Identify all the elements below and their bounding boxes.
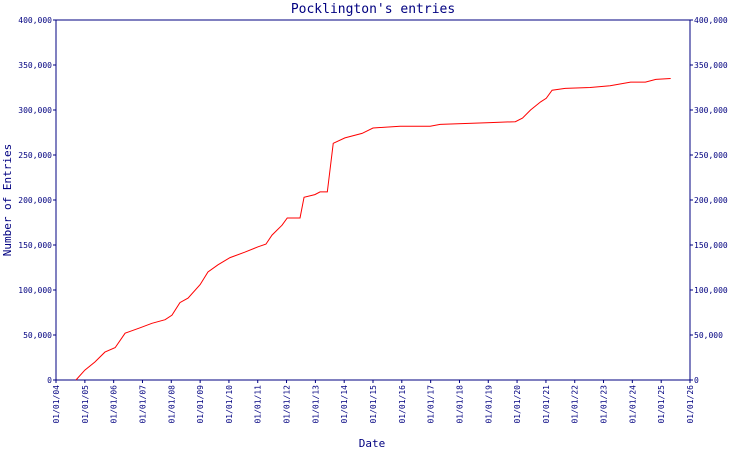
y2-tick-label: 150,000: [694, 241, 728, 250]
x-tick-label: 01/01/21: [542, 385, 551, 424]
x-tick-label: 01/01/12: [283, 385, 292, 424]
y2-tick-label: 400,000: [694, 16, 728, 25]
y-tick-label: 250,000: [18, 151, 52, 160]
y2-tick-label: 100,000: [694, 286, 728, 295]
x-tick-label: 01/01/04: [52, 385, 61, 424]
plot-frame: [55, 19, 691, 381]
y2-tick-label: 350,000: [694, 61, 728, 70]
y-tick-label: 350,000: [18, 61, 52, 70]
x-tick-label: 01/01/24: [628, 385, 637, 424]
chart-title: Pocklington's entries: [291, 2, 455, 17]
x-tick-label: 01/01/16: [398, 385, 407, 424]
x-tick-label: 01/01/26: [686, 385, 695, 424]
y-tick-label: 300,000: [18, 106, 52, 115]
x-tick-label: 01/01/11: [254, 385, 263, 424]
x-tick-label: 01/01/17: [427, 385, 436, 424]
x-axis-title: Date: [359, 437, 386, 450]
y2-tick-label: 0: [694, 376, 699, 385]
x-tick-label: 01/01/13: [311, 385, 320, 424]
x-tick-label: 01/01/20: [513, 385, 522, 424]
y-tick-label: 400,000: [18, 16, 52, 25]
x-tick-label: 01/01/19: [484, 385, 493, 424]
y2-tick-label: 200,000: [694, 196, 728, 205]
x-tick-label: 01/01/15: [369, 385, 378, 424]
y-tick-label: 200,000: [18, 196, 52, 205]
x-tick-label: 01/01/25: [657, 385, 666, 424]
x-tick-label: 01/01/08: [167, 385, 176, 424]
x-tick-label: 01/01/09: [196, 385, 205, 424]
y2-tick-label: 300,000: [694, 106, 728, 115]
y-tick-label: 100,000: [18, 286, 52, 295]
x-tick-label: 01/01/05: [81, 385, 90, 424]
x-tick-label: 01/01/22: [571, 385, 580, 424]
y2-tick-label: 50,000: [694, 331, 723, 340]
x-tick-label: 01/01/06: [110, 385, 119, 424]
y-tick-label: 50,000: [23, 331, 52, 340]
x-tick-label: 01/01/23: [600, 385, 609, 424]
x-tick-label: 01/01/18: [455, 385, 464, 424]
y-tick-label: 150,000: [18, 241, 52, 250]
y2-tick-label: 250,000: [694, 151, 728, 160]
y-tick-label: 0: [47, 376, 52, 385]
y-axis-title: Number of Entries: [1, 144, 14, 257]
x-tick-label: 01/01/10: [225, 385, 234, 424]
x-tick-label: 01/01/14: [340, 385, 349, 424]
data-line: [75, 78, 671, 381]
x-tick-label: 01/01/07: [138, 385, 147, 424]
